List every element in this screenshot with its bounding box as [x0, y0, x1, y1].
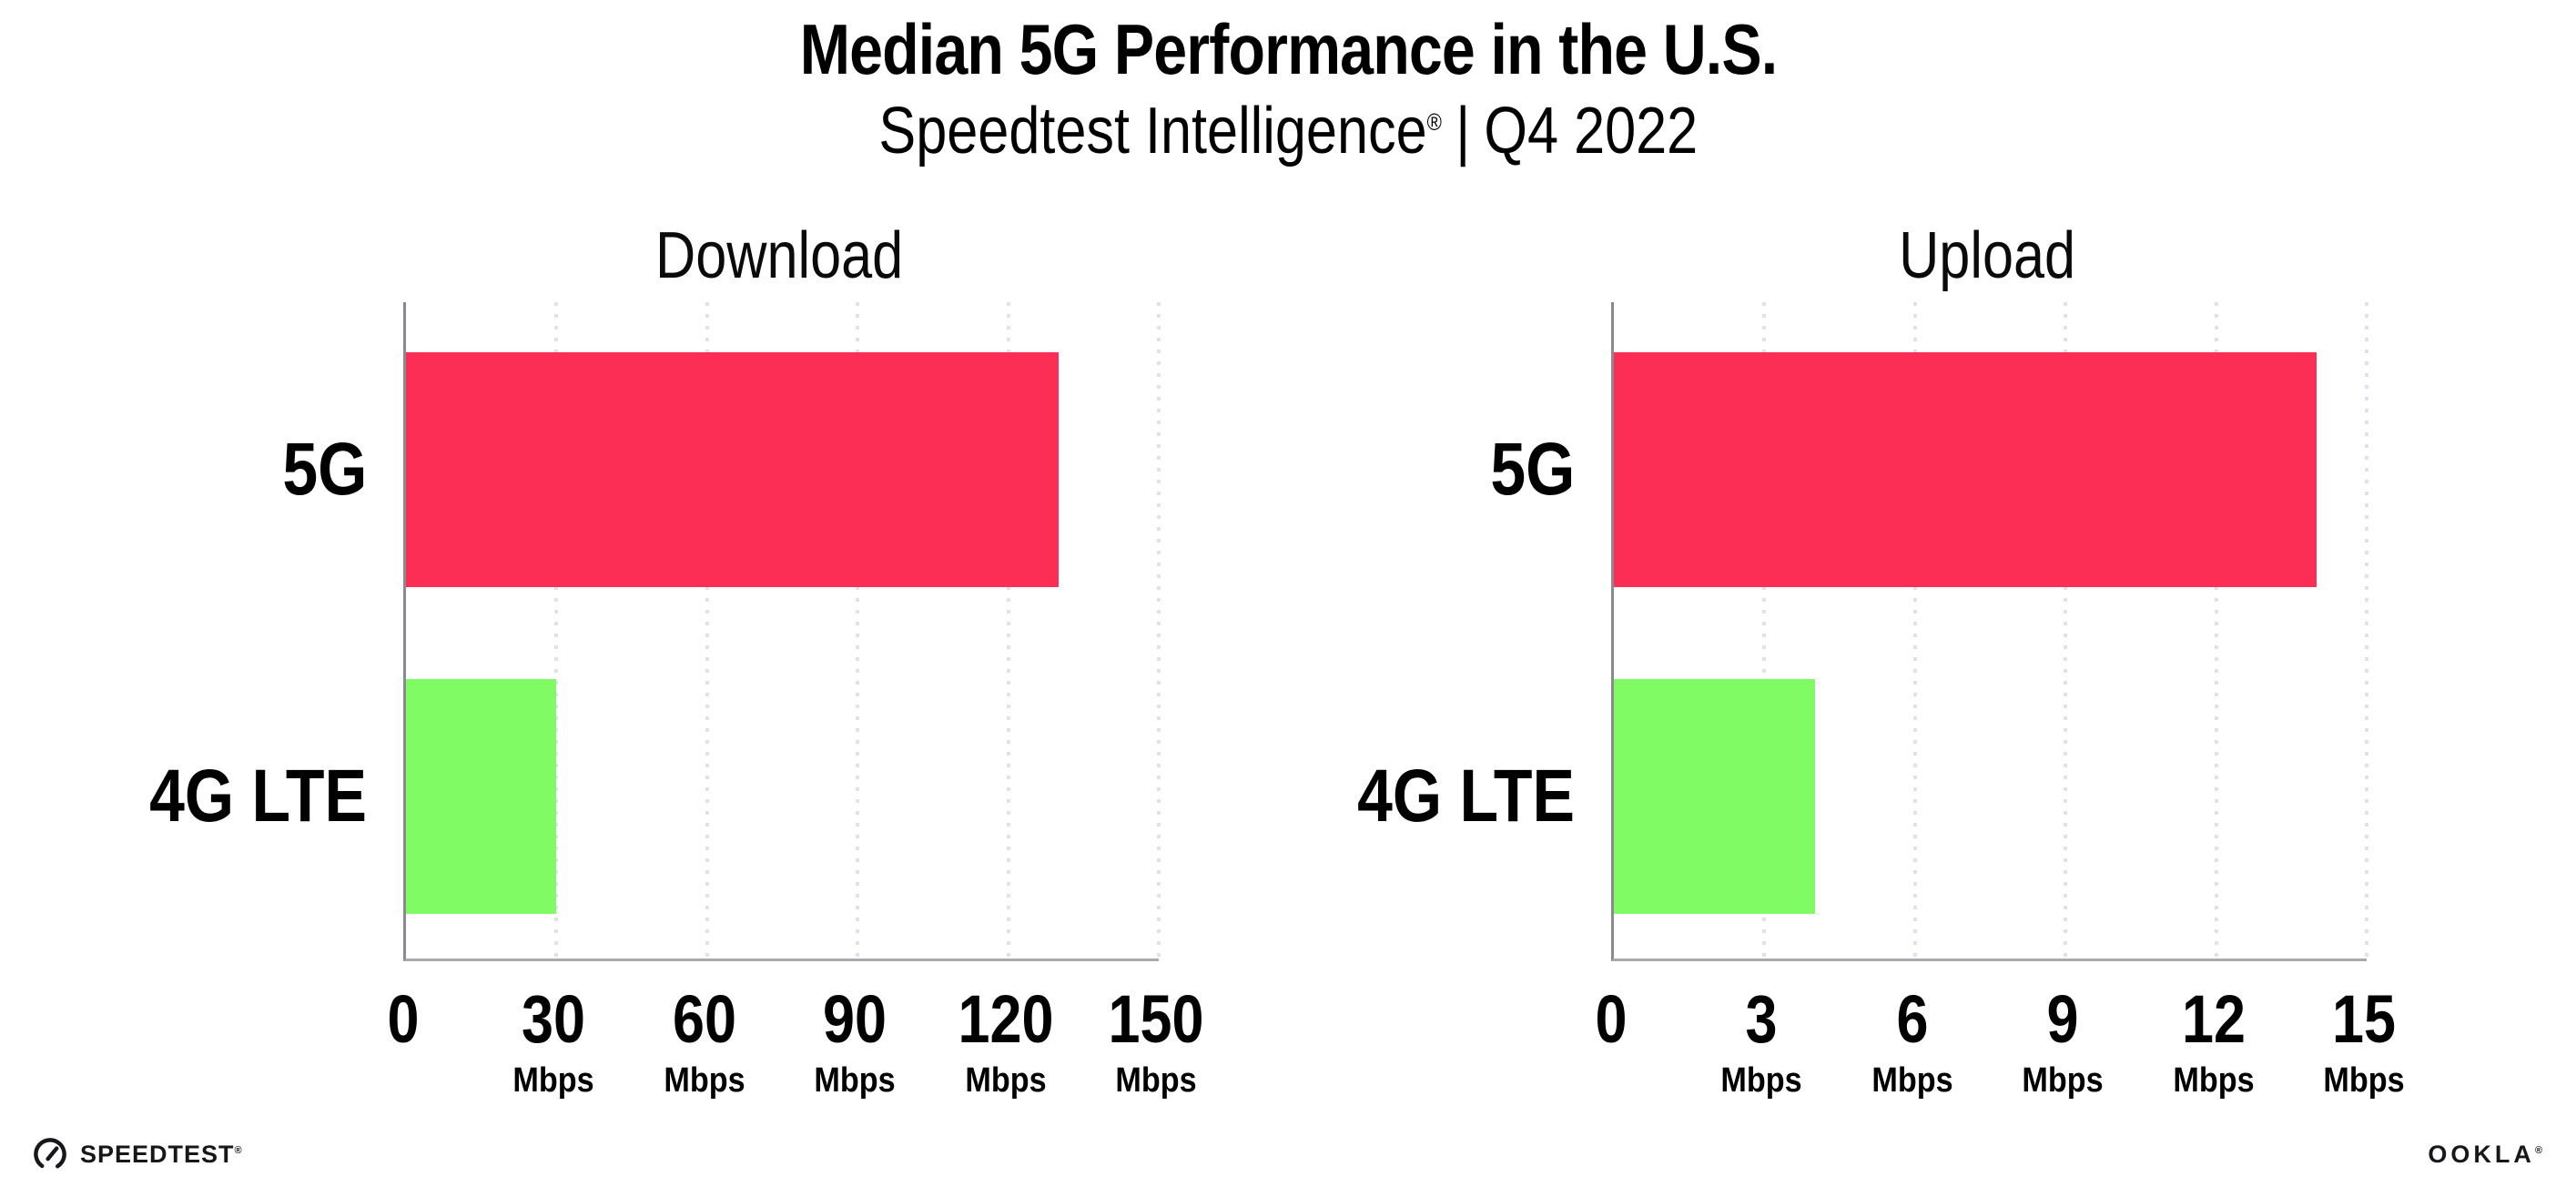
x-tick-15: 15 Mbps: [2255, 981, 2473, 1100]
subtitle-separator: |: [1455, 95, 1470, 167]
x-tick-value: 60: [672, 981, 736, 1057]
chart-title: Download: [655, 219, 904, 292]
upload-bar-4g-lte: [1614, 678, 1815, 914]
category-label-4g-lte: 4G LTE: [149, 754, 367, 837]
subtitle-brand: Speedtest Intelligence: [878, 95, 1427, 167]
x-tick-150: 150 Mbps: [1047, 981, 1265, 1100]
ookla-logo: OOKLA®: [2428, 1140, 2546, 1169]
x-tick-90: 90 Mbps: [745, 981, 964, 1100]
x-tick-value: 0: [1595, 981, 1628, 1057]
x-tick-unit: Mbps: [2172, 1061, 2255, 1100]
speedtest-wordmark: SPEEDTEST®: [80, 1141, 243, 1168]
gridline-150: [1157, 302, 1161, 960]
x-tick-6: 6 Mbps: [1803, 981, 2022, 1100]
x-tick-0: 0: [294, 986, 512, 1053]
speedtest-trademark: ®: [234, 1145, 243, 1156]
plot-area: [403, 302, 1161, 961]
x-tick-value: 9: [2046, 981, 2079, 1057]
registered-mark: ®: [1426, 108, 1442, 136]
chart-title: Upload: [1899, 219, 2076, 292]
upload-bar-5g: [1614, 352, 2317, 587]
category-label-4g-lte: 4G LTE: [1357, 754, 1575, 837]
gridline-6: [1912, 302, 1917, 960]
x-tick-unit: Mbps: [1871, 1061, 1953, 1100]
x-tick-9: 9 Mbps: [1953, 981, 2172, 1100]
page-title: Median 5G Performance in the U.S.: [799, 9, 1777, 89]
x-tick-unit: Mbps: [664, 1061, 745, 1100]
gridline-15: [2365, 302, 2368, 960]
ookla-trademark: ®: [2534, 1145, 2546, 1156]
plot-area: [1611, 302, 2368, 961]
x-tick-value: 120: [958, 981, 1054, 1057]
download-bar-5g: [406, 352, 1059, 587]
x-tick-value: 3: [1745, 981, 1778, 1057]
page-subtitle: Speedtest Intelligence® | Q4 2022: [0, 87, 2576, 175]
gridline-90: [856, 302, 860, 960]
x-tick-value: 30: [522, 981, 586, 1057]
x-tick-3: 3 Mbps: [1652, 981, 1871, 1100]
gridline-120: [1006, 302, 1010, 960]
gridline-9: [2064, 302, 2068, 960]
x-tick-value: 0: [387, 981, 420, 1057]
gridline-60: [705, 302, 709, 960]
x-tick-unit: Mbps: [512, 1061, 595, 1100]
x-tick-unit: Mbps: [2022, 1061, 2104, 1100]
x-tick-30: 30 Mbps: [444, 981, 663, 1100]
x-tick-120: 120 Mbps: [897, 981, 1115, 1100]
x-tick-value: 90: [823, 981, 887, 1057]
x-tick-value: 15: [2332, 981, 2396, 1057]
x-tick-unit: Mbps: [1115, 1061, 1197, 1100]
x-tick-60: 60 Mbps: [595, 981, 814, 1100]
speedtest-logo: SPEEDTEST®: [32, 1132, 243, 1176]
gridline-3: [1762, 302, 1767, 960]
ookla-wordmark: OOKLA: [2428, 1141, 2535, 1168]
x-tick-12: 12 Mbps: [2104, 981, 2323, 1100]
x-tick-unit: Mbps: [2323, 1061, 2405, 1100]
x-tick-value: 12: [2181, 981, 2246, 1057]
category-label-5g: 5G: [1490, 427, 1575, 511]
x-tick-value: 150: [1108, 981, 1204, 1057]
speedtest-gauge-icon: [34, 1138, 66, 1171]
gridline-30: [554, 302, 559, 960]
category-label-5g: 5G: [282, 427, 367, 511]
x-tick-unit: Mbps: [1720, 1061, 1803, 1100]
x-tick-value: 6: [1896, 981, 1929, 1057]
download-bar-4g-lte: [406, 678, 557, 914]
x-tick-unit: Mbps: [964, 1061, 1047, 1100]
x-tick-unit: Mbps: [814, 1061, 896, 1100]
x-tick-0: 0: [1502, 986, 1720, 1053]
subtitle-period: Q4 2022: [1484, 95, 1698, 167]
gridline-12: [2214, 302, 2218, 960]
